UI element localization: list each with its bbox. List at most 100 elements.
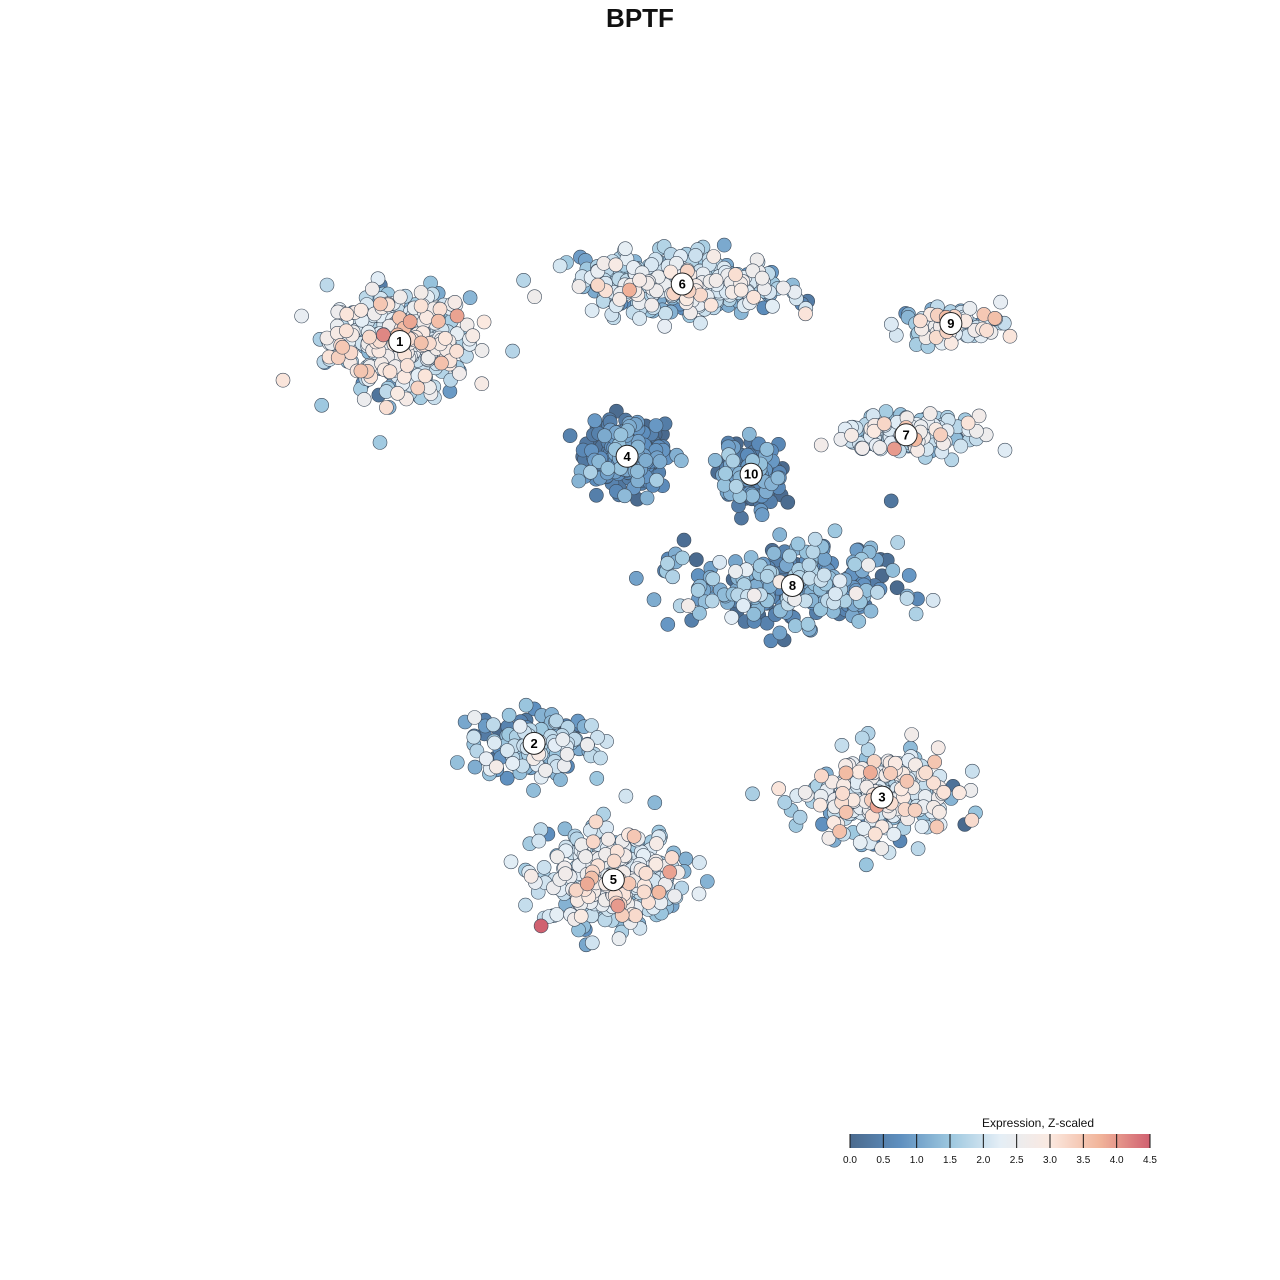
cell-point: [790, 536, 806, 552]
cell-point: [485, 717, 501, 733]
colorbar-tick-label: 2.0: [976, 1155, 990, 1166]
cluster-label-text: 6: [679, 277, 686, 292]
cell-point: [754, 507, 770, 523]
cell-point: [847, 557, 863, 572]
cell-point: [465, 328, 481, 344]
cell-point: [1002, 328, 1018, 344]
cell-point: [562, 428, 578, 444]
cell-point: [889, 580, 905, 596]
cell-point: [499, 770, 515, 786]
colorbar-ticks: 0.0 0.5 1.0 1.5 2.0 2.5 3.0 3.5 4.0 4.5: [843, 1134, 1157, 1166]
cell-point: [827, 523, 843, 539]
cell-point: [589, 487, 604, 503]
cell-point: [766, 545, 782, 561]
cell-point: [646, 592, 662, 608]
cell-point: [676, 532, 692, 548]
cell-point: [657, 318, 673, 334]
cell-point: [890, 535, 906, 550]
cell-point: [728, 267, 743, 282]
cell-point: [860, 742, 876, 758]
cell-point: [834, 737, 850, 753]
cell-point: [883, 316, 899, 332]
cell-point: [771, 781, 787, 797]
cell-point: [664, 850, 680, 866]
cell-point: [364, 281, 380, 297]
cell-point: [413, 335, 429, 351]
cell-point: [590, 277, 606, 293]
cell-point: [908, 606, 924, 622]
cell-point: [907, 802, 923, 818]
cell-point: [613, 427, 629, 443]
cell-point: [420, 350, 436, 366]
cell-point: [505, 756, 521, 771]
cell-point: [600, 831, 616, 847]
colorbar-title: Expression, Z-scaled: [982, 1116, 1094, 1130]
cell-point: [979, 323, 994, 338]
cell-point: [931, 804, 947, 820]
cell-point: [706, 249, 722, 264]
cell-point: [571, 473, 587, 489]
cell-point: [652, 454, 668, 469]
cell-point: [449, 755, 465, 770]
cell-point: [870, 584, 885, 600]
cell-point: [589, 771, 605, 786]
cell-point: [452, 366, 467, 381]
cell-point: [431, 313, 446, 329]
cell-point: [777, 795, 793, 810]
cell-point: [798, 306, 813, 322]
cluster-label-badge: [615, 444, 639, 468]
cell-point: [770, 470, 786, 486]
cell-point: [447, 294, 463, 310]
cell-point: [587, 413, 603, 429]
cell-point: [626, 829, 642, 844]
cell-point: [632, 272, 647, 288]
cell-point: [901, 568, 917, 583]
cell-point: [933, 427, 948, 443]
cluster-label-10: 10: [739, 462, 763, 486]
cell-point: [754, 270, 770, 286]
cell-point: [584, 718, 599, 733]
colorbar-tick-label: 1.5: [943, 1155, 957, 1166]
cell-point: [630, 464, 645, 479]
cell-point: [466, 729, 482, 745]
cell-point: [993, 294, 1008, 310]
cell-point: [838, 804, 854, 820]
cell-point: [571, 279, 587, 294]
cell-point: [876, 416, 892, 432]
cell-point: [651, 884, 667, 900]
cluster-label-text: 8: [789, 578, 796, 593]
cell-point: [812, 797, 828, 813]
cell-point: [832, 824, 848, 839]
cell-point: [578, 849, 593, 865]
cell-point: [584, 935, 600, 951]
cell-point: [705, 571, 721, 587]
cell-point: [912, 313, 928, 329]
cluster-label-text: 7: [902, 427, 909, 442]
cell-point: [434, 355, 449, 371]
cluster-label-text: 5: [610, 872, 617, 887]
cell-point: [835, 786, 850, 801]
cell-point: [855, 440, 870, 456]
cell-point: [612, 292, 627, 307]
cell-point: [733, 282, 749, 298]
cell-point: [573, 908, 589, 924]
cluster-label-5: 5: [601, 868, 625, 892]
cell-point: [925, 592, 941, 608]
cell-point: [593, 750, 608, 766]
cell-point: [518, 897, 533, 913]
cell-point: [501, 707, 517, 723]
cell-point: [382, 364, 398, 380]
cell-point: [579, 876, 595, 892]
colorbar-legend: Expression, Z-scaled 0.0 0.5 1.0 1.5 2.0 2.5 3…: [843, 1116, 1157, 1166]
cluster-label-9: 9: [939, 312, 963, 336]
cell-point: [918, 765, 934, 781]
cell-point: [622, 282, 637, 298]
cell-point: [680, 598, 696, 614]
cell-point: [712, 554, 728, 570]
cell-point: [953, 438, 969, 454]
cell-point: [745, 786, 760, 802]
cell-point: [854, 730, 870, 746]
cell-point: [944, 452, 960, 468]
cell-point: [858, 857, 874, 873]
cell-point: [660, 617, 676, 632]
